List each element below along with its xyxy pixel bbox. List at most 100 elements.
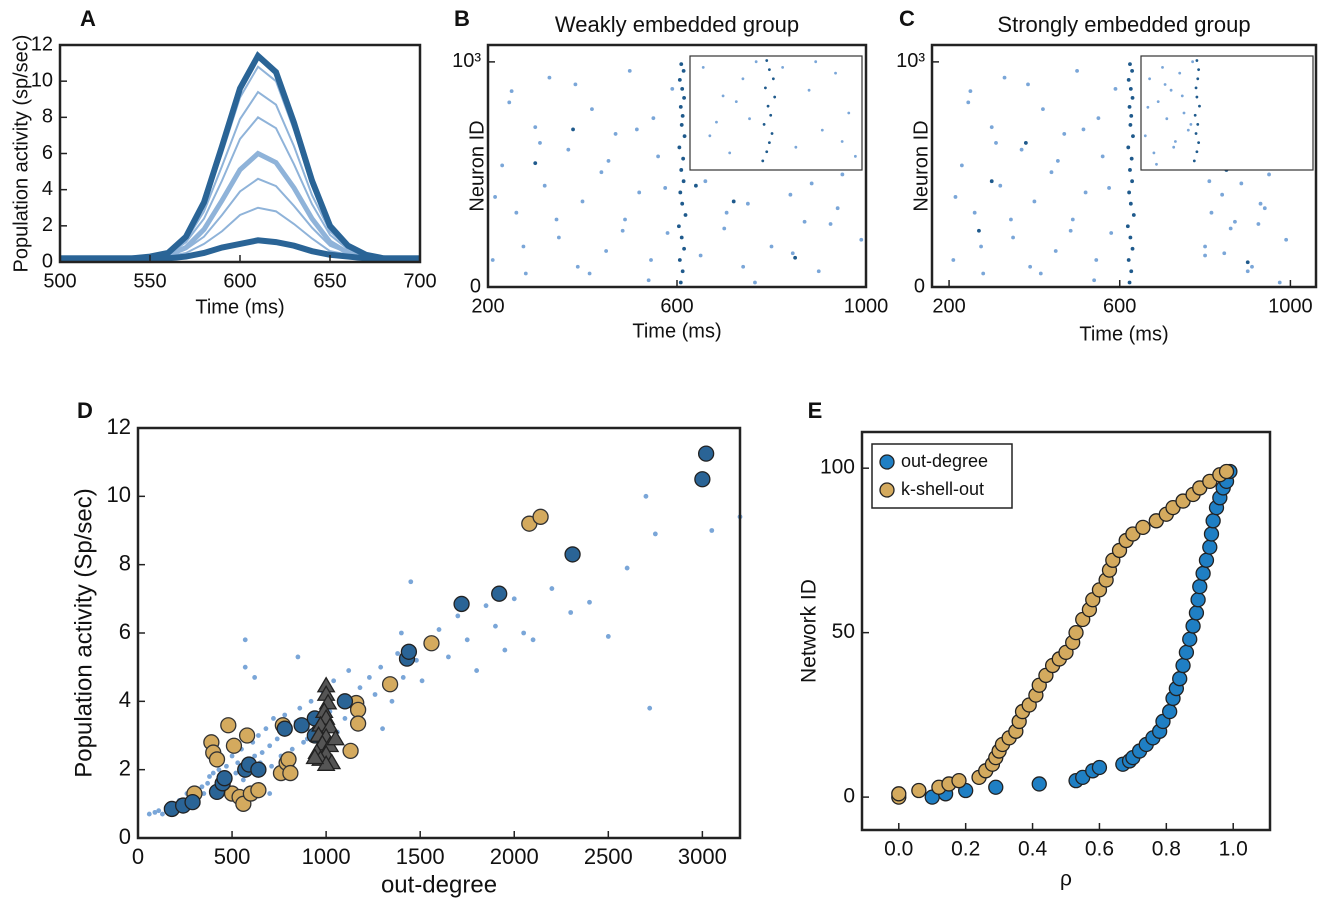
dot [767,68,771,72]
dot [1019,147,1024,152]
axes-frame [860,430,1272,832]
dot [1081,127,1086,132]
dot [679,62,684,67]
dot [1068,228,1073,233]
dot [680,114,685,118]
dot [1126,258,1131,262]
dot [624,565,630,571]
y-tick-label: 8 [119,550,131,575]
dot [1163,83,1167,86]
dot [731,199,736,204]
dot [647,705,653,711]
circle-marker [988,779,1004,795]
dot [568,610,574,615]
dot [1032,199,1037,204]
x-tick-label: 0.8 [1152,838,1181,861]
dot [229,753,235,759]
dot [1189,123,1193,126]
dot [252,675,258,680]
dot [1222,251,1227,256]
dot [1075,68,1079,73]
dot [998,183,1003,188]
y-tick-label: 0 [470,275,481,297]
dot [840,140,844,143]
dot [533,125,538,130]
dot [380,726,385,732]
dot [1128,168,1132,172]
dot [1062,132,1067,136]
dot [573,82,578,87]
dot [1128,62,1132,67]
dot [721,94,725,98]
x-tick-label: 3000 [678,844,727,869]
dot [764,86,767,90]
dot [627,68,632,73]
dot [1128,123,1133,127]
x-tick-label: 550 [133,270,166,292]
circle-marker [349,715,367,732]
y-tick-label: 10 [31,69,53,91]
dot [677,258,682,262]
dot [1131,134,1135,139]
dot [620,228,625,233]
dot [199,784,205,790]
dot [224,763,229,769]
dot [1284,237,1289,242]
dot [1094,258,1099,262]
y-tick-label: 0 [843,785,855,808]
circle-marker [1178,644,1195,661]
dot [235,760,241,766]
dot [256,733,261,738]
dot [1196,77,1200,81]
circle-marker [694,471,711,488]
line [60,116,420,260]
dot [715,120,718,124]
dot [859,237,864,242]
circle-marker [225,737,243,754]
dot [1228,226,1233,231]
y-tick-label: 50 [832,620,855,643]
dot [1178,71,1182,75]
dot [1092,278,1097,283]
dot [724,210,729,215]
dot [1209,210,1214,215]
dot [1130,246,1135,251]
dot [1127,105,1132,109]
dot [766,104,770,108]
line [60,51,420,262]
dot [1203,244,1207,249]
circle-marker [1218,463,1235,480]
dot [677,77,682,82]
dot [701,66,705,69]
dot [680,86,685,91]
x-tick-label: 650 [313,270,346,292]
dot [530,637,536,643]
dot [676,224,681,229]
dot [765,59,769,62]
dot [741,264,746,269]
dot [678,105,683,109]
dot [679,168,684,172]
circle-marker [1205,513,1221,529]
dot [754,60,758,64]
dot [346,668,352,673]
line [60,90,420,260]
dot [1143,134,1147,138]
dot [587,271,592,276]
dot [613,132,618,136]
circle-marker [453,595,470,613]
dot [680,201,685,206]
axes-frame [58,43,422,264]
dot [252,753,258,759]
dot [623,217,627,222]
y-tick-label: 4 [119,687,131,712]
dot [500,163,505,168]
dot [972,210,977,215]
circle-marker [1190,592,1206,608]
x-tick-label: 600 [223,270,256,292]
dot [979,244,983,249]
dot [1169,88,1173,92]
dot [722,226,727,231]
dot [493,623,498,629]
dot [490,258,495,262]
